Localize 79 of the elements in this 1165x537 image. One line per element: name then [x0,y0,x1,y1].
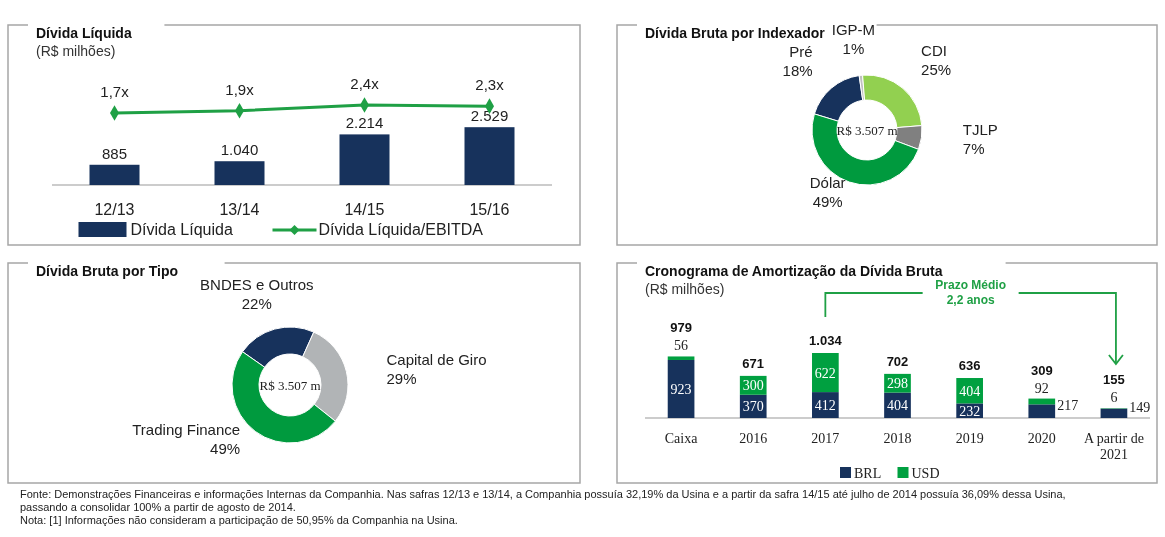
slice-label: IGP-M [831,21,876,39]
data-label: 370 [742,399,764,415]
x-tick-label: 2018 [883,431,912,446]
total-label: 155 [1103,372,1125,388]
x-tick-label: 2017 [811,431,840,446]
data-label: 622 [814,365,836,381]
total-label: 1.034 [809,333,843,348]
data-label: 18% [782,61,813,79]
data-label: 404 [887,398,908,414]
text: (R$ milhões) [36,43,116,59]
slice-label: BNDES e Outros [200,275,314,293]
data-label: 56 [674,338,689,354]
slice-label: Dólar [809,173,846,191]
data-label: 1.040 [220,141,259,159]
text: Prazo Médio 2,2 anos [935,278,1006,307]
data-label: 29% [386,370,417,388]
x-tick-label: 2019 [955,431,984,446]
data-label: 2,4x [350,75,380,92]
data-label: 7% [962,140,985,158]
total-label: 702 [886,353,909,369]
x-tick-label: 13/14 [219,201,260,218]
data-label: 923 [670,381,692,397]
data-label: 1,9x [225,80,255,98]
source-note: Fonte: Demonstrações Financeiras e informações Internas da Companhia. Nas safras 12/13 e 13/14, a Companhia possuía 32,19% da Usina e a partir da safra 14/15 até julho de 2014 possuía 36,09% dessa Usina, passando a consolidar 100% a partir de agosto de 2014. [20,488,1066,513]
x-tick-label: 15/16 [469,201,510,218]
data-label: 22% [241,294,272,312]
slice-label: TJLP [962,121,998,139]
bar [1028,404,1056,418]
chart-title: Dívida Bruta por Indexador [645,25,826,41]
total-label: 979 [670,320,692,336]
data-label: 2.214 [345,114,384,132]
bar [464,127,515,185]
chart-subtitle: (R$ milhões) [645,281,725,297]
data-label: 49% [210,440,241,458]
text: R$ 3.507 m [259,378,321,393]
chart-title: Dívida Bruta por Tipo [36,263,179,279]
total-label: 671 [742,355,765,371]
x-tick-label: Caixa [664,431,699,446]
data-label: 149 [1129,400,1151,416]
slice-label: Capital de Giro [386,351,487,369]
data-label: 885 [101,144,128,162]
legend-label: Dívida Líquida [130,221,233,238]
slice-label: Trading Finance [132,421,241,439]
data-label: 217 [1057,398,1079,414]
data-label: 2.529 [470,107,509,125]
chart-title: Cronograma de Amortização da Dívida Bruta [645,263,943,279]
data-label: 412 [814,398,836,414]
legend-label: BRL [854,466,882,481]
x-tick-label: 2016 [739,431,768,446]
x-tick-label: 2020 [1027,431,1056,446]
data-label: 49% [812,192,843,210]
bar [667,356,695,360]
bar [667,359,695,418]
data-label: 92 [1034,380,1049,396]
x-tick-label: 14/15 [344,201,385,218]
legend-label: Dívida Líquida/EBITDA [318,221,484,238]
bar [339,134,390,185]
chart-title: Dívida Líquida [36,25,132,41]
data-label: 1% [842,40,865,58]
total-label: 636 [958,358,981,374]
data-label: 298 [887,376,908,392]
text: R$ 3.507 m [836,123,898,138]
total-label: 309 [1030,362,1053,378]
data-label: 300 [742,378,764,394]
legend-label: USD [911,466,940,481]
data-label: 1,7x [100,83,130,100]
data-label: 25% [921,61,952,79]
data-label: 6 [1110,390,1118,406]
x-tick-label: 12/13 [94,201,135,218]
slice-label: Pré [789,42,813,60]
bar [89,164,140,185]
bar [214,161,265,185]
bar [1100,408,1128,418]
data-label: 232 [959,403,981,419]
data-label: 2,3x [475,76,505,94]
slice-label: CDI [921,42,947,60]
x-tick-label: A partir de 2021 [1083,431,1144,462]
text: Nota: [1] Informações não consideram a participação de 50,95% da Companhia na Usina. [20,514,458,526]
data-label: 404 [959,383,981,399]
